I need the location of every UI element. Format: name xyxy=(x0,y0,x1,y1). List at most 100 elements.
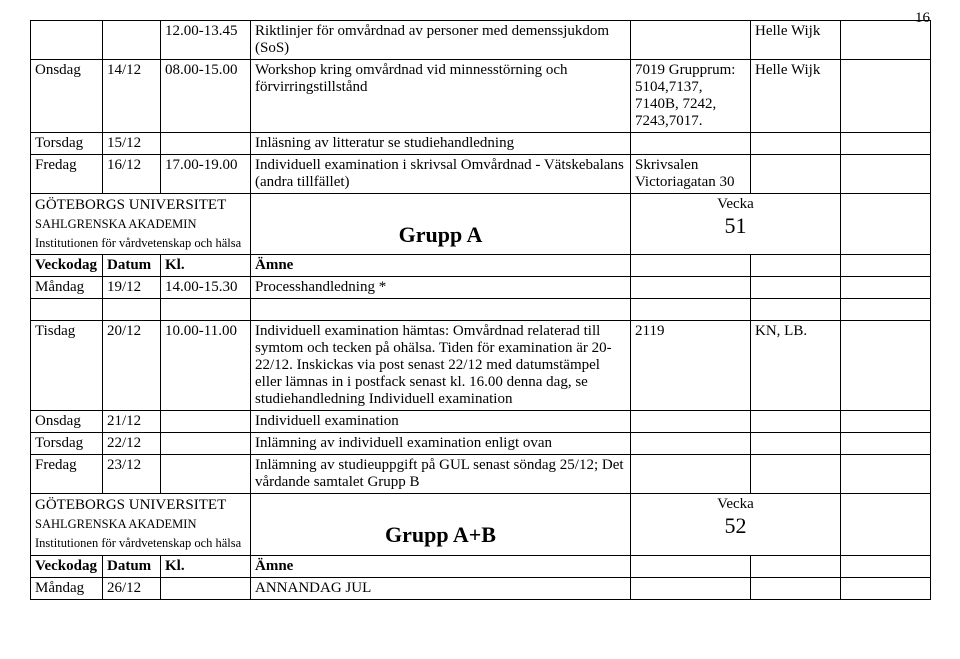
group-label: Grupp A+B xyxy=(251,494,631,555)
cell-time xyxy=(161,577,251,599)
cell-date: 15/12 xyxy=(103,133,161,155)
table-row-spacer xyxy=(31,299,931,321)
cell-day: Torsdag xyxy=(31,133,103,155)
hdr-subject: Ämne xyxy=(251,555,631,577)
academy-name: SAHLGRENSKA AKADEMIN xyxy=(35,217,196,231)
cell-date: 26/12 xyxy=(103,577,161,599)
cell-extra xyxy=(841,133,931,155)
cell-who xyxy=(751,155,841,194)
institution-name: Institutionen för vårdvetenskap och häls… xyxy=(35,536,241,550)
cell-time xyxy=(161,455,251,494)
cell-room xyxy=(631,555,751,577)
cell-topic: Inlämning av studieuppgift på GUL senast… xyxy=(251,455,631,494)
cell-topic: Individuell examination xyxy=(251,411,631,433)
hdr-subject: Ämne xyxy=(251,255,631,277)
table-row: Torsdag 22/12 Inlämning av individuell e… xyxy=(31,433,931,455)
cell-day: Fredag xyxy=(31,455,103,494)
hdr-date: Datum xyxy=(103,255,161,277)
cell-extra xyxy=(841,155,931,194)
cell-topic: Workshop kring omvårdnad vid minnesstörn… xyxy=(251,60,631,133)
cell-who xyxy=(751,455,841,494)
week-cell: Vecka 51 xyxy=(631,194,841,255)
table-row: Onsdag 14/12 08.00-15.00 Workshop kring … xyxy=(31,60,931,133)
cell-time: 14.00-15.30 xyxy=(161,277,251,299)
cell-who xyxy=(751,555,841,577)
cell-date: 14/12 xyxy=(103,60,161,133)
cell-room xyxy=(631,277,751,299)
table-row: Måndag 19/12 14.00-15.30 Processhandledn… xyxy=(31,277,931,299)
hdr-weekday: Veckodag xyxy=(31,555,103,577)
cell-day: Tisdag xyxy=(31,321,103,411)
cell-day xyxy=(31,21,103,60)
cell-room xyxy=(631,433,751,455)
cell-date: 22/12 xyxy=(103,433,161,455)
week-word: Vecka xyxy=(635,196,836,213)
cell-topic: Riktlinjer för omvårdnad av personer med… xyxy=(251,21,631,60)
cell-who xyxy=(751,255,841,277)
table-row-subheader: Veckodag Datum Kl. Ämne xyxy=(31,555,931,577)
cell-extra xyxy=(841,321,931,411)
cell-who xyxy=(751,277,841,299)
cell-time: 12.00-13.45 xyxy=(161,21,251,60)
cell-who xyxy=(751,577,841,599)
table-row-group-header: GÖTEBORGS UNIVERSITET SAHLGRENSKA AKADEM… xyxy=(31,494,931,555)
cell-room: Skrivsalen Victoriagatan 30 xyxy=(631,155,751,194)
cell-date: 16/12 xyxy=(103,155,161,194)
institution-name: Institutionen för vårdvetenskap och häls… xyxy=(35,236,241,250)
group-label: Grupp A xyxy=(251,194,631,255)
cell-extra xyxy=(841,194,931,255)
cell-extra xyxy=(841,555,931,577)
cell-room xyxy=(631,411,751,433)
cell-day: Onsdag xyxy=(31,411,103,433)
table-row: Fredag 16/12 17.00-19.00 Individuell exa… xyxy=(31,155,931,194)
cell-extra xyxy=(841,255,931,277)
cell-extra xyxy=(841,494,931,555)
hdr-weekday: Veckodag xyxy=(31,255,103,277)
uni-name: GÖTEBORGS UNIVERSITET xyxy=(35,497,226,513)
cell-date: 23/12 xyxy=(103,455,161,494)
cell-extra xyxy=(841,60,931,133)
cell-room xyxy=(631,133,751,155)
week-number: 51 xyxy=(635,213,836,239)
academy-name: SAHLGRENSKA AKADEMIN xyxy=(35,517,196,531)
cell-extra xyxy=(841,577,931,599)
cell-topic: Processhandledning * xyxy=(251,277,631,299)
cell-extra xyxy=(841,411,931,433)
hdr-time: Kl. xyxy=(161,555,251,577)
schedule-table: 12.00-13.45 Riktlinjer för omvårdnad av … xyxy=(30,20,931,600)
cell-day: Torsdag xyxy=(31,433,103,455)
hdr-date: Datum xyxy=(103,555,161,577)
cell-day: Måndag xyxy=(31,277,103,299)
cell-day: Fredag xyxy=(31,155,103,194)
table-row: Måndag 26/12 ANNANDAG JUL xyxy=(31,577,931,599)
cell-topic: Inlämning av individuell examination enl… xyxy=(251,433,631,455)
cell-time: 08.00-15.00 xyxy=(161,60,251,133)
cell-who: KN, LB. xyxy=(751,321,841,411)
cell-time: 10.00-11.00 xyxy=(161,321,251,411)
week-number: 52 xyxy=(635,513,836,539)
cell-who xyxy=(751,411,841,433)
table-row: 12.00-13.45 Riktlinjer för omvårdnad av … xyxy=(31,21,931,60)
cell-date: 20/12 xyxy=(103,321,161,411)
cell-room xyxy=(631,21,751,60)
hdr-time: Kl. xyxy=(161,255,251,277)
cell-room xyxy=(631,577,751,599)
cell-topic: Individuell examination hämtas: Omvårdna… xyxy=(251,321,631,411)
cell-who: Helle Wijk xyxy=(751,21,841,60)
cell-extra xyxy=(841,455,931,494)
cell-topic: Individuell examination i skrivsal Omvår… xyxy=(251,155,631,194)
cell-time xyxy=(161,411,251,433)
table-row: Fredag 23/12 Inlämning av studieuppgift … xyxy=(31,455,931,494)
cell-time xyxy=(161,433,251,455)
university-block: GÖTEBORGS UNIVERSITET SAHLGRENSKA AKADEM… xyxy=(31,194,251,255)
cell-who xyxy=(751,433,841,455)
university-block: GÖTEBORGS UNIVERSITET SAHLGRENSKA AKADEM… xyxy=(31,494,251,555)
cell-topic: ANNANDAG JUL xyxy=(251,577,631,599)
cell-room: 2119 xyxy=(631,321,751,411)
cell-who: Helle Wijk xyxy=(751,60,841,133)
cell-room xyxy=(631,455,751,494)
cell-extra xyxy=(841,433,931,455)
uni-name: GÖTEBORGS UNIVERSITET xyxy=(35,197,226,213)
cell-time xyxy=(161,133,251,155)
cell-who xyxy=(751,133,841,155)
